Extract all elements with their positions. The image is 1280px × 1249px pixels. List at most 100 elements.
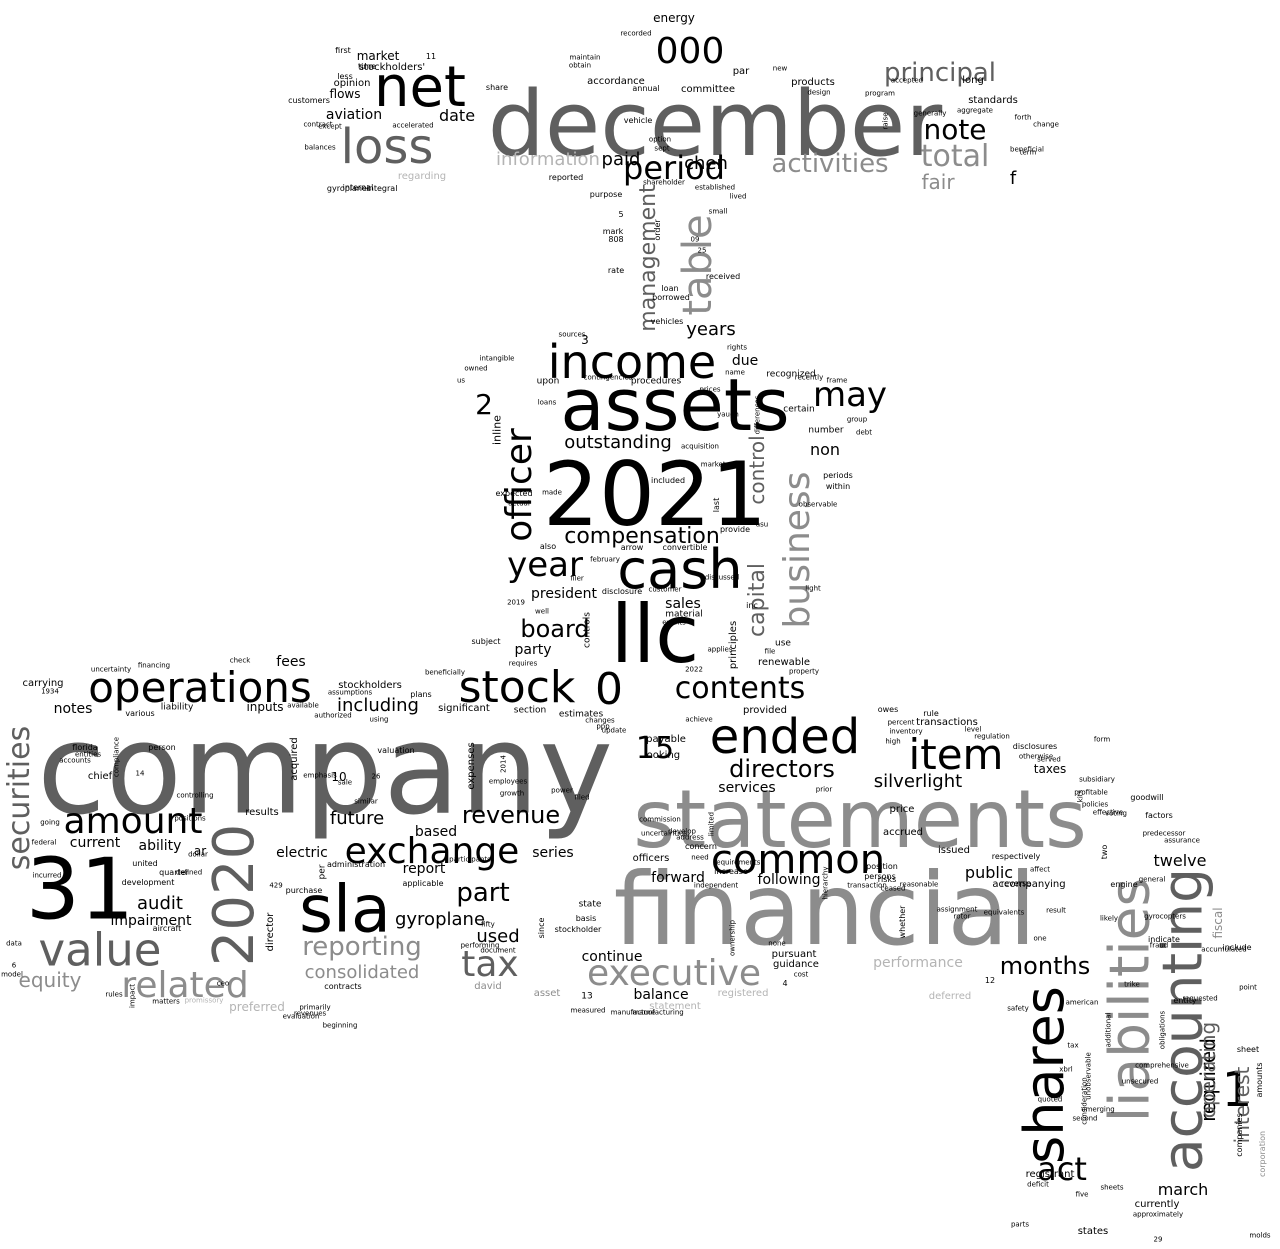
cloud-word-175: estimates [558, 709, 604, 720]
cloud-word-194: whether [898, 905, 907, 939]
cloud-word-120: registrant [1025, 1169, 1075, 1180]
cloud-word-366: hierarchy [821, 866, 830, 900]
cloud-word-137: regarding [397, 171, 447, 182]
cloud-word-218: amounts [1255, 1062, 1264, 1098]
cloud-word-92: based [414, 824, 458, 840]
cloud-word-102: energy [653, 11, 695, 25]
cloud-word-61: fair [921, 170, 955, 194]
cloud-word-296: incurred [32, 871, 62, 880]
cloud-word-412: tax [1067, 1041, 1079, 1050]
cloud-word-209: engine [1110, 880, 1138, 889]
cloud-word-222: mark [602, 227, 624, 236]
cloud-word-76: services [718, 780, 776, 796]
cloud-word-93: following [757, 872, 821, 888]
cloud-word-273: 2019 [507, 598, 525, 607]
cloud-word-408: affect [1029, 865, 1051, 874]
cloud-word-312: power [551, 786, 573, 795]
cloud-word-327: inventory [889, 727, 923, 736]
cloud-word-70: gyroplane [394, 909, 486, 930]
cloud-word-167: arrow [620, 543, 644, 552]
cloud-word-20: operations [88, 663, 312, 712]
cloud-word-139: long [962, 75, 984, 86]
cloud-word-121: states [1077, 1226, 1109, 1237]
cloud-word-38: contents [674, 671, 806, 706]
cloud-word-138: standards [968, 95, 1018, 106]
cloud-word-133: asset [533, 988, 561, 999]
cloud-word-63: paid [601, 149, 641, 170]
cloud-word-387: requested [1182, 994, 1218, 1003]
cloud-word-367: prior [815, 785, 833, 794]
cloud-word-36: year [507, 545, 583, 585]
cloud-word-369: voting [1105, 809, 1127, 818]
cloud-word-150: vehicle [623, 116, 653, 125]
cloud-word-376: debt [856, 428, 872, 437]
cloud-word-356: reasonable [899, 880, 939, 889]
cloud-word-173: material [665, 609, 703, 620]
cloud-word-388: american [1065, 998, 1099, 1007]
cloud-word-276: events [662, 618, 686, 627]
cloud-word-384: point [1239, 983, 1257, 992]
cloud-word-17: income [547, 335, 717, 389]
cloud-word-198: state [578, 899, 602, 910]
cloud-word-266: provide [719, 525, 751, 534]
cloud-word-253: maintain [569, 53, 601, 62]
cloud-word-11: sla [299, 872, 391, 948]
cloud-word-262: inline [490, 415, 504, 445]
cloud-word-219: corporation [1258, 1130, 1267, 1178]
cloud-word-60: equity [18, 968, 82, 992]
cloud-word-402: measured [570, 1006, 606, 1015]
cloud-word-381: sources [558, 330, 586, 339]
cloud-word-165: expected [495, 489, 533, 498]
cloud-word-315: ppp [596, 722, 610, 731]
cloud-word-216: risks [877, 875, 897, 884]
cloud-word-307: evaluation [282, 1012, 320, 1021]
cloud-word-226: received [705, 272, 741, 281]
cloud-word-319: uncertainties [641, 829, 687, 838]
cloud-word-386: molds [1249, 1231, 1271, 1240]
cloud-word-324: need [691, 853, 709, 862]
cloud-word-55: 2 [475, 388, 493, 421]
cloud-word-236: beneficial [1010, 145, 1044, 154]
cloud-word-161: number [808, 425, 844, 436]
cloud-word-268: february [590, 555, 620, 564]
cloud-word-33: 1 [1221, 1062, 1253, 1118]
cloud-word-101: f [1009, 168, 1017, 189]
cloud-word-264: markets [700, 460, 730, 469]
cloud-word-343: comprehensive [1135, 1061, 1189, 1070]
cloud-word-255: rights [726, 343, 748, 352]
cloud-word-68: future [329, 808, 385, 829]
cloud-word-184: quarter [159, 868, 189, 877]
cloud-word-123: accrued [882, 827, 924, 838]
cloud-word-333: profitable [1074, 788, 1108, 797]
cloud-word-43: note [923, 113, 987, 146]
cloud-word-336: predecessor [1142, 829, 1186, 838]
cloud-word-49: management [636, 184, 661, 332]
cloud-word-65: years [686, 319, 736, 340]
cloud-word-318: achieve [685, 715, 713, 724]
cloud-word-168: convertible [662, 543, 708, 552]
cloud-word-56: part [456, 878, 510, 908]
cloud-word-136: deferred [928, 991, 972, 1002]
cloud-word-207: goodwill [1130, 793, 1164, 802]
cloud-word-354: none [768, 939, 786, 948]
cloud-word-134: statement [649, 1001, 701, 1012]
cloud-word-54: compensation [564, 524, 720, 549]
cloud-word-159: upon [536, 376, 560, 387]
cloud-word-116: 3 [581, 333, 589, 347]
cloud-word-280: property [789, 667, 819, 676]
cloud-word-4: 2021 [543, 443, 767, 546]
cloud-word-174: section [513, 705, 547, 716]
cloud-word-41: principal [883, 58, 997, 88]
cloud-word-135: registered [717, 988, 769, 999]
cloud-word-171: inc [746, 601, 758, 610]
cloud-word-202: include [1222, 943, 1252, 952]
cloud-word-278: applies [707, 645, 733, 654]
cloud-word-200: 4 [782, 979, 788, 988]
cloud-word-217: companies [1235, 1113, 1244, 1157]
cloud-word-181: valuation [377, 746, 415, 755]
cloud-word-99: fiscal [1211, 907, 1225, 939]
cloud-word-160: certain [783, 404, 815, 415]
cloud-word-392: policies [1081, 800, 1109, 809]
cloud-word-373: yaugh [717, 410, 739, 419]
cloud-word-90: impairment [110, 913, 192, 929]
